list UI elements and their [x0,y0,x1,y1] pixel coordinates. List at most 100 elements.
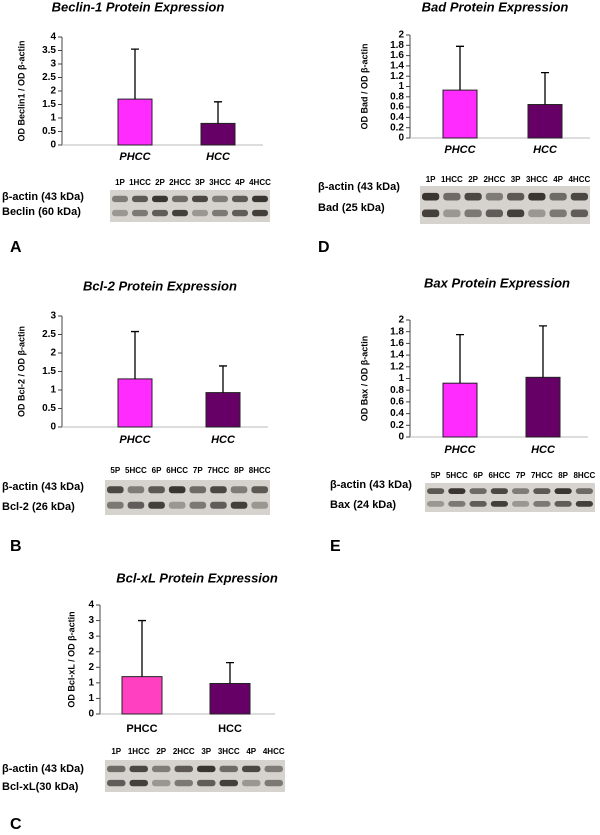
y-tick-label: 1.6 [390,338,404,349]
blot-band [533,500,551,507]
blot-band [148,486,165,494]
error-bar [226,661,234,684]
y-tick-label: 1 [50,385,56,396]
bar [200,122,236,146]
y-tick-label: 2 [50,86,56,97]
bar [121,676,163,715]
blot-band [152,195,168,203]
blot-band [152,779,171,787]
y-tick-label: 3.5 [42,45,56,56]
lane-label: 8HCC [249,466,271,475]
y-tick-label: 2 [398,315,404,326]
blot-band [232,209,248,217]
x-tick-label: PHCC [444,144,476,156]
lane-label: 2HCC [483,175,505,184]
blot-band [148,501,165,509]
x-tick-label: HCC [531,444,556,456]
y-tick-label: 3 [50,59,56,70]
blot-band [528,192,546,201]
lane-label: 3P [201,747,211,756]
y-tick-label: 1.4 [390,61,404,72]
blot-band [107,501,124,509]
lane-label: 1P [426,175,436,184]
blot-band [427,500,445,507]
y-tick-label: 0.6 [390,397,404,408]
y-tick-label: 2.5 [42,329,56,340]
blot-band [129,765,148,773]
blot-band [192,209,208,217]
blot-band [554,488,572,495]
lane-label: 4HCC [568,175,590,184]
blot-band [197,779,216,787]
blot-band [210,486,227,494]
chart-title: Bcl-2 Protein Expression [83,278,237,293]
x-tick-label: PHCC [126,723,157,735]
blot-band [549,192,567,201]
y-tick-label: 0 [88,709,94,720]
lane-label: 3P [511,175,521,184]
y-tick-label: 1.2 [390,71,404,82]
blot-image [425,483,595,512]
bar [525,376,561,438]
error-bar [541,71,549,105]
lane-label: 7HCC [208,466,230,475]
x-tick-label: HCC [533,144,558,156]
y-tick-label: 1.5 [42,99,56,110]
blot-band [112,209,128,217]
blot-band [554,500,572,507]
lane-label: 1HCC [441,175,463,184]
lane-label: 2HCC [173,747,195,756]
error-bar [219,365,227,393]
y-tick-label: 2 [88,646,94,657]
lane-label: 3HCC [209,178,231,187]
y-tick-label: 2.5 [42,72,56,83]
x-tick-label: HCC [218,723,242,735]
y-tick-label: 0 [398,432,404,443]
blot-band [129,779,148,787]
error-bar [456,45,464,91]
lane-label: 7HCC [531,471,553,480]
blot-band [264,779,283,787]
blot-band [107,779,126,787]
y-tick-label: 1 [398,81,404,92]
blot-band [575,500,593,507]
lane-label: 8P [234,466,244,475]
blot-row-label: β-actin (43 kDa) [2,763,84,775]
chart-title: Bad Protein Expression [422,0,569,14]
blot-band [127,501,145,509]
blot-band [549,209,567,218]
blot-row-label: Bcl-xL(30 kDa) [2,781,79,793]
blot-band [172,209,188,217]
blot-band [152,209,168,217]
error-bar [214,101,222,124]
lane-label: 2P [156,747,166,756]
blot-band [107,486,124,494]
blot-band [252,195,268,203]
blot-band [242,779,261,787]
y-tick-label: 2 [50,348,56,359]
blot-band [427,488,445,495]
x-tick-label: HCC [206,151,231,163]
blot-image [420,186,590,224]
blot-image [105,760,285,792]
blot-band [189,501,207,509]
blot-band [443,209,461,218]
blot-band [575,488,593,495]
y-tick-label: 0.2 [390,122,404,133]
blot-band [172,195,188,203]
lane-label: 7P [516,471,526,480]
blot-band [212,195,228,203]
y-tick-label: 1 [398,373,404,384]
blot-row-label: β-actin (43 kDa) [330,479,412,491]
y-tick-label: 1 [50,113,56,124]
blot-band [210,501,227,509]
lane-label: 6HCC [166,466,188,475]
lane-label: 3HCC [526,175,548,184]
blot-band [570,209,588,218]
blot-row-label: β-actin (43 kDa) [318,181,400,193]
blot-band [443,192,461,201]
y-tick-label: 1.8 [390,40,404,51]
chart-title: Bax Protein Expression [424,275,570,290]
blot-band [197,765,216,773]
